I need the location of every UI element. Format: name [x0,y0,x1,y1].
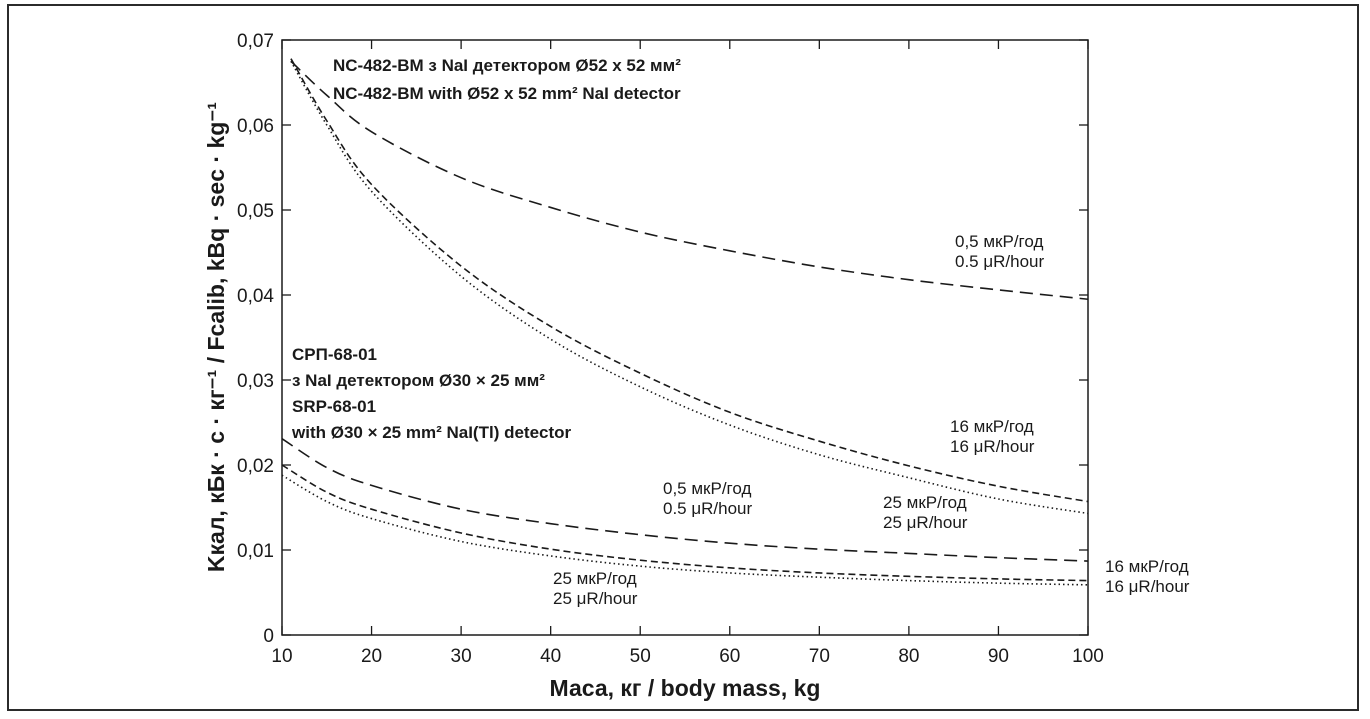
nc-detector-line-1: NC-482-BM з NaI детектором Ø52 x 52 мм² [333,56,681,75]
y-axis-title: Kкал, кБк · с · кг⁻¹ / Fcalib, kBq · sec… [203,102,229,572]
x-tick-label: 40 [540,646,561,667]
series-label-6: 25 мкР/год [553,569,637,588]
x-tick-label: 10 [271,646,292,667]
plot-area [281,39,1089,636]
srp-detector-line-1: СРП-68-01 [292,345,377,364]
chart-frame [7,4,1359,711]
x-tick-label: 50 [630,646,651,667]
x-tick-label: 60 [719,646,740,667]
series-line-4 [281,437,1089,562]
series-line-6 [281,474,1089,586]
y-tick-label: 0,03 [237,371,274,392]
series-label-5: 16 мкР/год [1105,557,1189,576]
srp-detector-line-3: SRP-68-01 [292,397,376,416]
series-line-2 [290,58,1089,503]
x-axis-title: Маса, кг / body mass, kg [550,675,821,701]
x-tick-label: 80 [898,646,919,667]
y-tick-label: 0,01 [237,541,274,562]
series-label-5: 16 μR/hour [1105,577,1190,596]
y-tick-label: 0,02 [237,456,274,477]
y-tick-label: 0,06 [237,116,274,137]
x-tick-label: 70 [809,646,830,667]
y-tick-label: 0,04 [237,286,274,307]
y-tick-label: 0,05 [237,201,274,222]
series-label-2: 16 μR/hour [950,437,1035,456]
series-label-2: 16 мкР/год [950,417,1034,436]
nc-detector-line-2: NC-482-BM with Ø52 x 52 mm² NaI detector [333,84,681,103]
x-tick-label: 30 [451,646,472,667]
series-label-1: 0,5 мкР/год [955,232,1043,251]
x-tick-label: 20 [361,646,382,667]
x-tick-label: 100 [1072,646,1104,667]
series-label-3: 25 μR/hour [883,513,968,532]
x-tick-label: 90 [988,646,1009,667]
series-label-3: 25 мкР/год [883,493,967,512]
series-label-6: 25 μR/hour [553,589,638,608]
series-label-4: 0,5 мкР/год [663,479,751,498]
series-label-4: 0.5 μR/hour [663,499,753,518]
srp-detector-line-2: з NaI детектором Ø30 × 25 мм² [292,371,545,390]
series-line-3 [290,60,1089,515]
series-line-1 [290,60,1089,301]
srp-detector-line-4: with Ø30 × 25 mm² NaI(Tl) detector [291,423,572,442]
y-tick-label: 0,07 [237,31,274,52]
series-line-5 [281,464,1089,582]
series-label-1: 0.5 μR/hour [955,252,1045,271]
y-tick-label: 0 [263,626,274,647]
